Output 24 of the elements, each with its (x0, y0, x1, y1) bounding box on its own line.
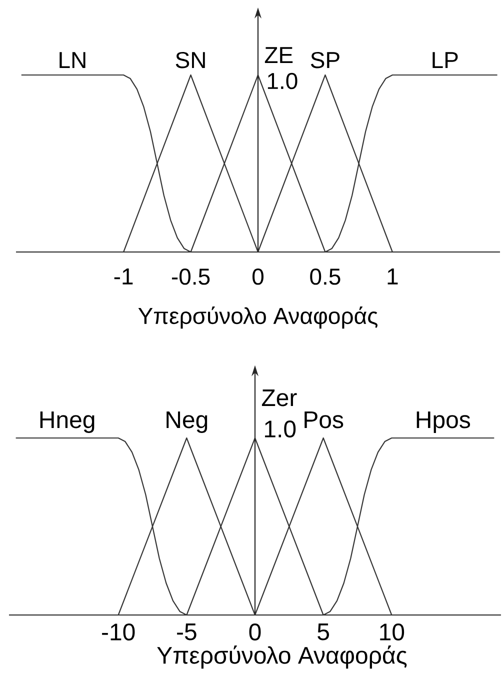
x-tick-label: -1 (114, 268, 133, 284)
series-label: LP (432, 52, 458, 68)
x-tick-label: 0 (249, 624, 261, 641)
series-label: Hpos (416, 411, 470, 433)
series-label: Hneg (40, 411, 94, 433)
series-label: ZE (264, 47, 293, 63)
x-tick-label: 1 (388, 268, 398, 284)
x-tick-label: 10 (380, 624, 404, 641)
x-tick-label: -10 (102, 624, 135, 641)
x-axis-title: Υπερσύνολο Αναφοράς (138, 306, 378, 329)
series-label: SP (310, 52, 340, 68)
series-label: SN (176, 52, 205, 68)
x-tick-label: 5 (318, 624, 329, 640)
series-label: Neg (166, 411, 208, 433)
x-tick-label: 0 (252, 268, 264, 285)
x-tick-label: -5 (177, 624, 196, 640)
x-axis-title: Υπερσύνολο Αναφοράς (157, 646, 407, 669)
annotation: 1.0 (268, 72, 298, 90)
x-tick-label: -0.5 (172, 268, 210, 285)
x-tick-label: 0.5 (310, 268, 340, 285)
annotation: 1.0 (265, 420, 296, 438)
series-label: LN (60, 52, 86, 68)
series-label: Pos (304, 411, 344, 428)
series-label: Zer (262, 389, 297, 406)
